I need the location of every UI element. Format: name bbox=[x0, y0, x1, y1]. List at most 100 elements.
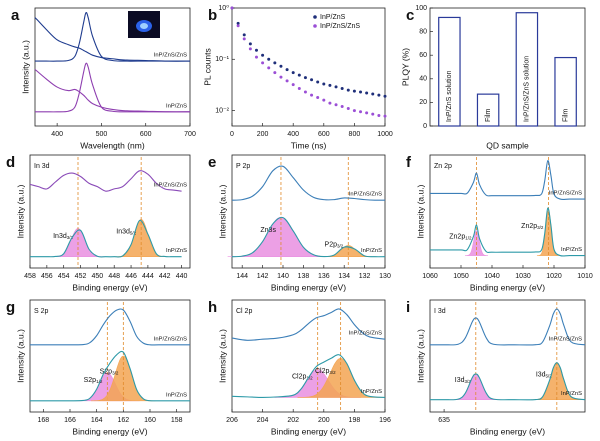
y-tick-label: 10⁰ bbox=[218, 4, 229, 12]
data-point bbox=[365, 111, 369, 115]
series-label: InP/ZnS bbox=[166, 392, 187, 398]
component-name: Zn2p bbox=[449, 233, 465, 240]
component-name: In3d bbox=[116, 228, 130, 235]
y-tick-label: 0 bbox=[423, 123, 427, 130]
component-name: I3d bbox=[455, 377, 465, 384]
data-point bbox=[230, 6, 234, 10]
bar bbox=[476, 93, 500, 127]
component-label: P2p3/2 bbox=[325, 241, 344, 248]
x-tick-label: 164 bbox=[91, 417, 103, 424]
x-tick-label: 700 bbox=[184, 131, 196, 138]
data-point bbox=[346, 88, 350, 92]
panel-subtitle: In 3d bbox=[34, 163, 50, 170]
x-axis-label: Binding energy (eV) bbox=[271, 426, 346, 436]
spectrum-line bbox=[30, 350, 190, 402]
panel: f Zn 2p Binding energy (eV) Intensity (a.u.… bbox=[406, 154, 593, 292]
panel: a Wavelength (nm) Intensity (a.u.) 400 500 60… bbox=[11, 7, 196, 150]
component-label: I3d5/2 bbox=[536, 371, 552, 378]
data-point bbox=[352, 89, 356, 93]
component-label: Zn2p3/2 bbox=[521, 223, 544, 230]
data-point bbox=[346, 106, 350, 110]
x-tick-label: 138 bbox=[298, 273, 310, 280]
panel-letter: g bbox=[6, 299, 15, 316]
panel: h Cl 2p Binding energy (eV) Intensity (a.u.… bbox=[208, 299, 391, 436]
x-tick-label: 162 bbox=[117, 417, 129, 424]
data-point bbox=[273, 61, 277, 65]
data-point bbox=[359, 110, 363, 114]
spectrum-line bbox=[34, 17, 191, 62]
spectrum-line bbox=[30, 219, 182, 258]
y-tick-label: 60 bbox=[419, 52, 427, 59]
x-tick-label: 444 bbox=[142, 273, 154, 280]
plot-frame bbox=[429, 7, 586, 127]
x-tick-label: 136 bbox=[318, 273, 330, 280]
spectrum-line bbox=[231, 165, 386, 201]
panel-letter: b bbox=[208, 7, 217, 24]
data-point bbox=[297, 86, 301, 90]
data-point bbox=[383, 114, 387, 118]
data-point bbox=[352, 109, 356, 113]
data-point bbox=[303, 90, 307, 94]
spectrum-line bbox=[429, 308, 586, 346]
data-point bbox=[236, 21, 240, 25]
x-tick-label: 1030 bbox=[515, 273, 531, 280]
spectrum-line bbox=[429, 362, 586, 401]
data-point bbox=[316, 80, 320, 84]
panel-letter: i bbox=[406, 299, 410, 316]
spectrum-line bbox=[29, 170, 182, 192]
series-label: InP/ZnS bbox=[166, 248, 187, 254]
component-label: In3d5/2 bbox=[116, 228, 136, 235]
data-point bbox=[254, 55, 258, 59]
component-label: I3d3/2 bbox=[455, 377, 471, 384]
data-point bbox=[236, 24, 240, 28]
x-tick-label: 206 bbox=[226, 417, 238, 424]
data-point bbox=[334, 103, 338, 107]
x-tick-label: 600 bbox=[318, 131, 330, 138]
data-point bbox=[242, 37, 246, 41]
component-label: Cl2p3/2 bbox=[315, 368, 336, 375]
data-point bbox=[328, 83, 332, 87]
x-axis-label: Binding energy (eV) bbox=[72, 426, 147, 436]
data-point bbox=[371, 92, 375, 96]
series-label: InP/ZnS/ZnS bbox=[154, 336, 187, 342]
x-tick-label: 204 bbox=[257, 417, 269, 424]
x-tick-label: 442 bbox=[159, 273, 171, 280]
data-point bbox=[340, 86, 344, 90]
data-point bbox=[322, 98, 326, 102]
data-point bbox=[261, 53, 265, 57]
y-tick-label: 10⁻² bbox=[215, 107, 229, 114]
data-point bbox=[242, 33, 246, 37]
component-subscript: 3/2 bbox=[337, 243, 344, 248]
x-tick-label: 140 bbox=[277, 273, 289, 280]
component-subscript: 3/2 bbox=[465, 379, 472, 384]
plot-frame bbox=[29, 154, 191, 269]
series-label: InP/ZnS/ZnS bbox=[349, 192, 382, 198]
plot-frame bbox=[231, 7, 386, 127]
y-tick-label: 20 bbox=[419, 99, 427, 106]
component-subscript: 3/2 bbox=[112, 371, 119, 376]
data-point bbox=[377, 114, 381, 118]
data-point bbox=[303, 76, 307, 80]
x-tick-label: 168 bbox=[37, 417, 49, 424]
x-tick-label: 454 bbox=[58, 273, 70, 280]
data-point bbox=[261, 61, 265, 65]
bar-category-label: InP/ZnS solution bbox=[446, 71, 453, 122]
data-point bbox=[267, 66, 271, 70]
data-point bbox=[383, 94, 387, 98]
component-subscript: 5/2 bbox=[130, 230, 137, 235]
series-label: InP/ZnS bbox=[561, 391, 582, 397]
component-label: In3d3/2 bbox=[53, 233, 73, 240]
series-label: InP/ZnS bbox=[561, 247, 582, 253]
panel: g S 2p Binding energy (eV) Intensity (a.u.)… bbox=[6, 299, 191, 436]
y-axis-label: PLQY (%) bbox=[400, 48, 410, 86]
inset-core bbox=[140, 23, 148, 29]
legend-label: InP/ZnS bbox=[320, 14, 346, 21]
panel-subtitle: S 2p bbox=[34, 308, 49, 315]
x-axis-label: Binding energy (eV) bbox=[470, 282, 545, 292]
x-tick-label: 1010 bbox=[577, 273, 593, 280]
data-point bbox=[316, 95, 320, 99]
data-point bbox=[340, 105, 344, 109]
panel: d In 3d Binding energy (eV) Intensity (a.u.… bbox=[6, 154, 191, 292]
spectrum-line bbox=[231, 354, 386, 398]
